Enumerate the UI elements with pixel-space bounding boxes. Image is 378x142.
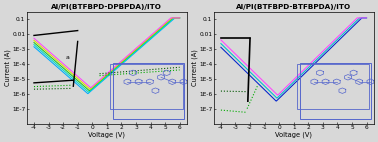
Y-axis label: Current (A): Current (A) [4, 49, 11, 86]
Title: Al/PI(BTFBPD-DPBPDA)/ITO: Al/PI(BTFBPD-DPBPDA)/ITO [51, 4, 162, 10]
Bar [297, 64, 369, 109]
Bar [110, 64, 183, 109]
Y-axis label: Current (A): Current (A) [191, 49, 198, 86]
Title: Al/PI(BTFBPD-BTFBPDA)/ITO: Al/PI(BTFBPD-BTFBPDA)/ITO [236, 4, 351, 10]
Text: a: a [65, 55, 69, 60]
X-axis label: Voltage (V): Voltage (V) [275, 131, 312, 138]
X-axis label: Voltage (V): Voltage (V) [88, 131, 125, 138]
